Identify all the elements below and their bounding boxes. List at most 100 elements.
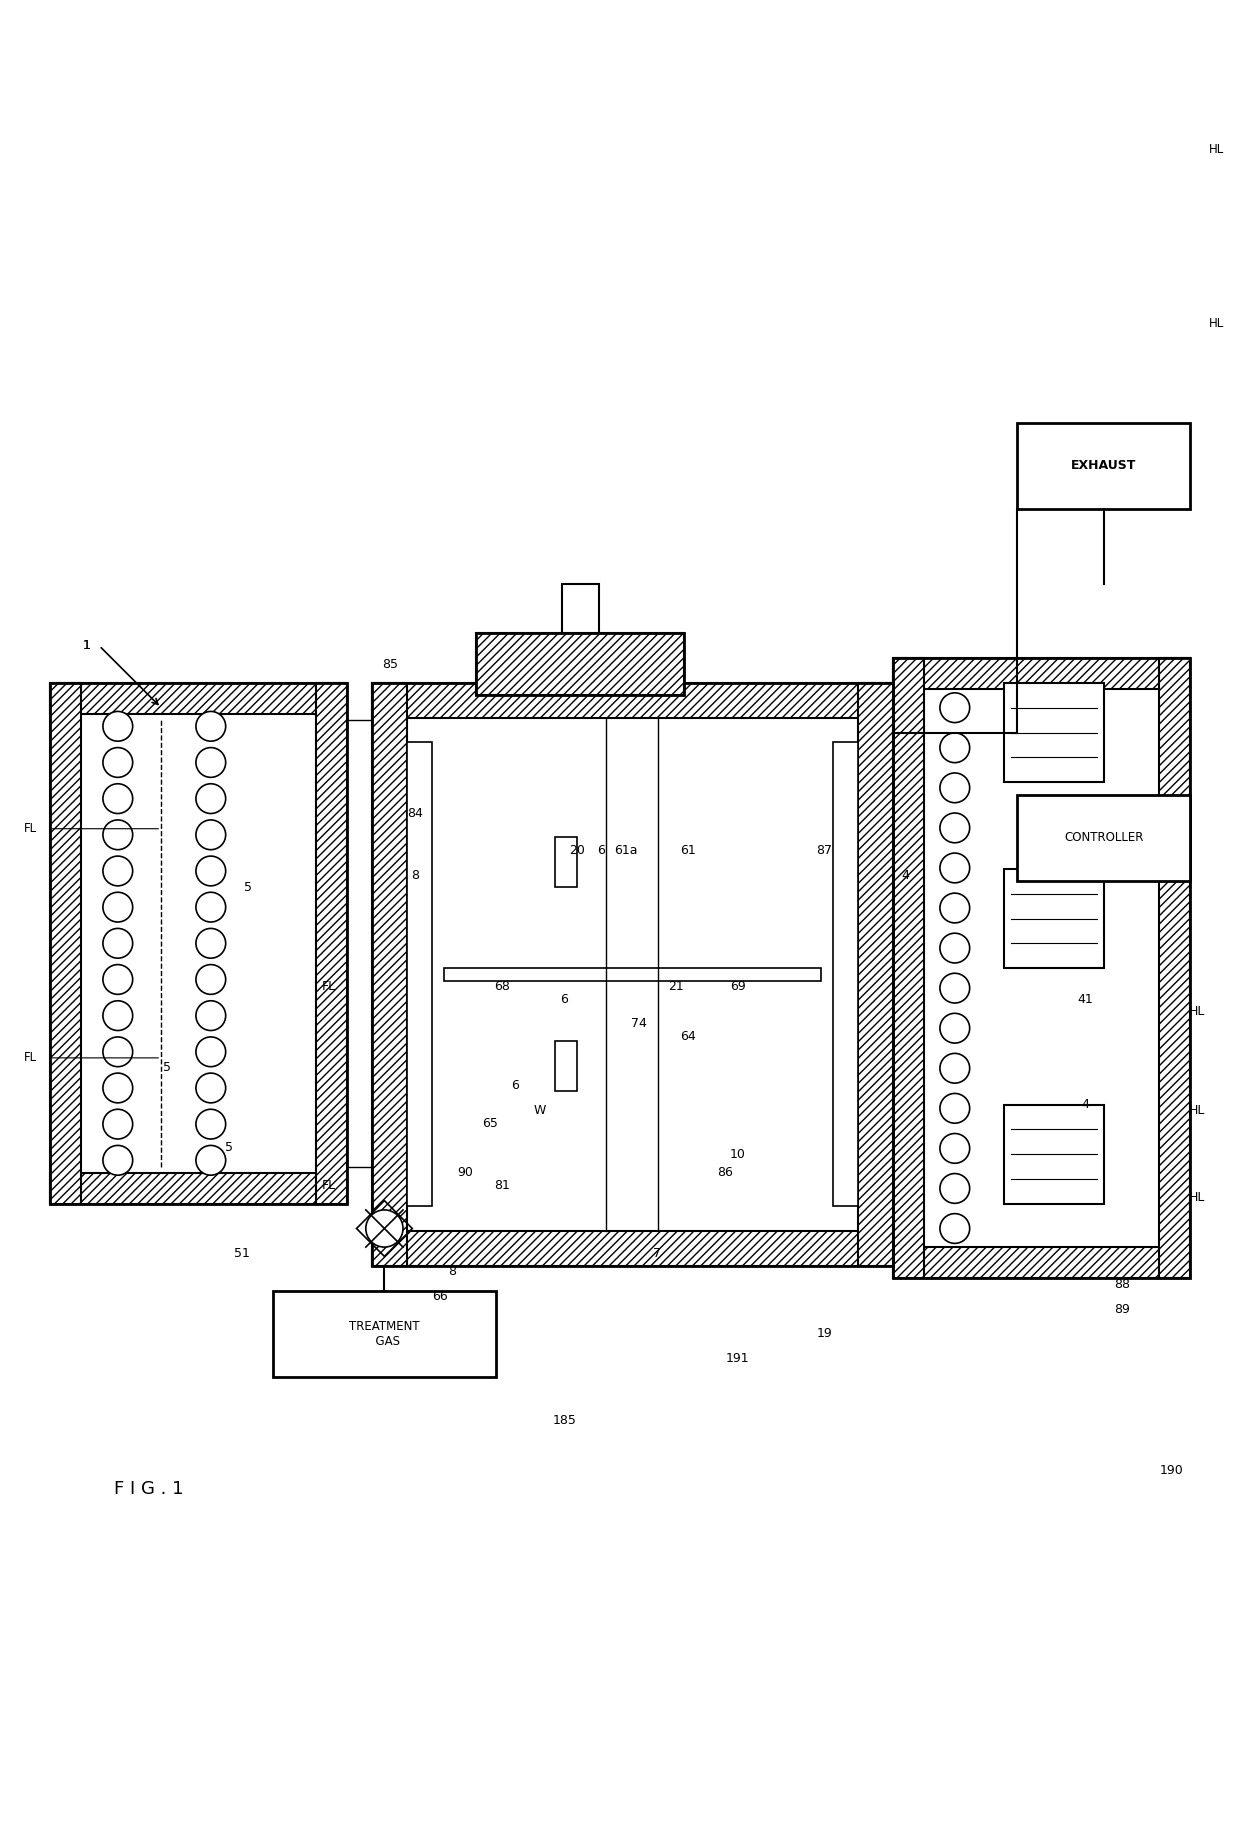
Text: 190: 190: [1159, 1464, 1184, 1477]
Text: 68: 68: [495, 981, 510, 994]
Circle shape: [103, 1110, 133, 1139]
Bar: [893, 658, 924, 1279]
Bar: [407, 742, 432, 1207]
Text: 81: 81: [495, 1179, 510, 1192]
Text: 8: 8: [412, 869, 419, 882]
Text: 61: 61: [681, 843, 696, 856]
Circle shape: [103, 711, 133, 740]
Circle shape: [196, 928, 226, 959]
Circle shape: [366, 1211, 403, 1247]
Circle shape: [196, 1073, 226, 1102]
Circle shape: [103, 1001, 133, 1031]
Text: 191: 191: [725, 1352, 750, 1365]
Text: 89: 89: [1115, 1302, 1130, 1315]
Circle shape: [940, 1174, 970, 1203]
Text: 6: 6: [511, 1080, 518, 1093]
Circle shape: [196, 784, 226, 814]
Bar: [372, 683, 407, 1266]
Text: W: W: [533, 1104, 546, 1117]
Text: 90: 90: [458, 1166, 472, 1179]
Text: 65: 65: [482, 1117, 497, 1130]
Text: 19: 19: [817, 1328, 832, 1341]
Text: 4: 4: [901, 869, 909, 882]
Text: 5: 5: [244, 882, 252, 895]
Bar: [1159, 658, 1190, 1279]
Circle shape: [940, 933, 970, 963]
Bar: [562, 584, 599, 634]
Circle shape: [103, 748, 133, 777]
Bar: [50, 683, 347, 1203]
Bar: [476, 634, 684, 696]
Circle shape: [940, 773, 970, 803]
Circle shape: [940, 893, 970, 922]
Circle shape: [196, 1036, 226, 1067]
Text: 41: 41: [1078, 992, 1092, 1005]
Text: 64: 64: [681, 1031, 696, 1043]
Bar: [554, 838, 577, 887]
Text: HL: HL: [1209, 143, 1224, 156]
Bar: [554, 1042, 577, 1091]
Text: 1: 1: [83, 639, 91, 652]
Text: F I G . 1: F I G . 1: [114, 1481, 184, 1497]
Text: HL: HL: [1188, 1005, 1205, 1018]
Text: 84: 84: [408, 806, 423, 819]
Bar: [1004, 869, 1104, 968]
Bar: [372, 1231, 893, 1266]
Circle shape: [196, 893, 226, 922]
Text: FL: FL: [321, 981, 336, 994]
Bar: [893, 1247, 1190, 1279]
Circle shape: [196, 1146, 226, 1176]
Circle shape: [940, 814, 970, 843]
Circle shape: [103, 893, 133, 922]
Circle shape: [196, 1110, 226, 1139]
Text: 6: 6: [560, 992, 568, 1005]
Bar: [858, 683, 893, 1266]
Bar: [316, 683, 347, 1203]
Text: 87: 87: [817, 843, 832, 856]
Text: 85: 85: [383, 658, 398, 671]
Text: 185: 185: [552, 1414, 577, 1427]
Circle shape: [103, 856, 133, 885]
Text: FL: FL: [321, 1179, 336, 1192]
Circle shape: [940, 733, 970, 762]
Circle shape: [940, 1214, 970, 1244]
Bar: [50, 683, 347, 715]
Text: 51: 51: [234, 1247, 249, 1260]
Bar: [50, 1172, 347, 1203]
Circle shape: [940, 1133, 970, 1163]
Text: HL: HL: [1209, 316, 1224, 331]
Circle shape: [103, 1146, 133, 1176]
Circle shape: [103, 964, 133, 994]
Circle shape: [940, 1053, 970, 1084]
Bar: [893, 658, 1190, 689]
Text: 74: 74: [631, 1018, 646, 1031]
Text: 86: 86: [718, 1166, 733, 1179]
Text: FL: FL: [24, 1051, 37, 1064]
Text: 1: 1: [83, 639, 91, 652]
Bar: [1004, 683, 1104, 783]
Text: HL: HL: [1188, 1104, 1205, 1117]
Circle shape: [103, 784, 133, 814]
Circle shape: [940, 1093, 970, 1122]
Text: FL: FL: [24, 823, 37, 836]
Circle shape: [940, 693, 970, 722]
Text: CONTROLLER: CONTROLLER: [1064, 832, 1143, 845]
Bar: [476, 634, 684, 696]
Circle shape: [103, 1073, 133, 1102]
Text: 61a: 61a: [615, 843, 637, 856]
Circle shape: [103, 1036, 133, 1067]
Bar: [372, 683, 893, 1266]
Text: TREATMENT
  GAS: TREATMENT GAS: [350, 1321, 419, 1348]
Bar: [833, 742, 858, 1207]
Bar: [893, 658, 1190, 1279]
Text: 10: 10: [730, 1148, 745, 1161]
Circle shape: [940, 852, 970, 884]
Text: 21: 21: [668, 981, 683, 994]
Circle shape: [196, 964, 226, 994]
Text: 8: 8: [449, 1266, 456, 1279]
Text: 69: 69: [730, 981, 745, 994]
Circle shape: [196, 1001, 226, 1031]
Bar: [1017, 423, 1190, 509]
Bar: [50, 683, 81, 1203]
Text: 4: 4: [1081, 1099, 1089, 1111]
